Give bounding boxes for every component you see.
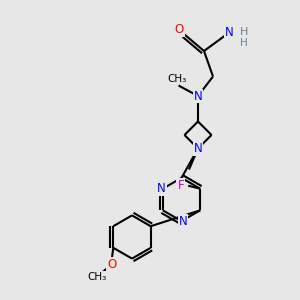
Text: H: H (240, 27, 248, 37)
Text: O: O (107, 258, 116, 271)
Text: N: N (178, 214, 188, 228)
Text: H: H (240, 38, 248, 48)
Text: F: F (177, 179, 184, 192)
Text: O: O (175, 22, 184, 36)
Text: N: N (194, 89, 202, 103)
Text: N: N (157, 182, 166, 195)
Text: N: N (225, 26, 234, 39)
Text: CH₃: CH₃ (87, 272, 106, 282)
Text: N: N (194, 142, 202, 155)
Text: CH₃: CH₃ (167, 74, 187, 84)
